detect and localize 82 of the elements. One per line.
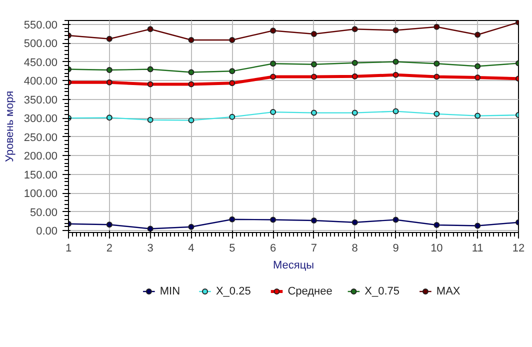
point [474,63,481,70]
point [188,69,194,76]
point [474,74,481,81]
y-tick-label: 50.00 [30,206,58,219]
point [310,74,317,80]
point [474,112,481,119]
point [270,109,276,116]
x-tick-label: 4 [188,242,194,254]
point [310,61,317,68]
legend-label: Среднее [288,286,332,298]
point [352,219,358,226]
point [392,108,399,114]
x-tick-label: 7 [310,242,318,254]
legend-label: MAX [436,286,461,298]
y-tick-label: 350.00 [24,94,58,106]
point [188,37,194,44]
point [352,110,358,116]
point [270,28,276,34]
point [270,74,276,80]
y-axis-title: Уровень моря [4,90,16,162]
point [434,60,440,67]
x-tick-label: 6 [270,242,276,254]
y-tick-label: 550.00 [24,19,58,32]
point [434,110,440,117]
x-tick-label: 12 [512,242,525,254]
point [310,218,317,224]
point [474,222,481,229]
point [106,79,112,86]
point [434,24,440,30]
x-tick-label: 10 [430,242,443,254]
x-tick-label: 2 [106,242,112,254]
y-tick-label: 150.00 [24,169,58,182]
legend-label: X_0.25 [216,286,251,298]
legend-label: X_0.75 [364,286,400,298]
point [188,81,194,88]
point [147,116,154,123]
legend-label: MIN [160,286,180,298]
point [106,36,112,42]
point [147,66,154,72]
y-tick-label: 300.00 [24,113,58,126]
point [229,37,236,44]
y-tick-label: 200.00 [24,150,58,163]
point [392,216,399,223]
y-tick-label: 250.00 [24,132,58,144]
point [392,27,399,34]
point [229,114,236,120]
point [229,216,236,222]
point [392,58,399,65]
point [352,73,358,80]
point [352,60,358,66]
y-tick-label: 100.00 [24,188,58,200]
point [270,216,276,223]
point [434,74,440,80]
point [147,226,154,232]
point [106,222,112,228]
point [270,60,276,67]
y-tick-label: 400.00 [24,76,58,88]
x-tick-label: 1 [65,242,72,254]
point [392,72,399,78]
y-tick-label: 500.00 [24,38,58,50]
point [106,114,112,121]
point [147,81,154,88]
x-tick-label: 5 [229,242,236,254]
point [229,68,236,74]
point [310,110,317,116]
x-tick-label: 3 [147,242,154,254]
point [188,117,194,124]
point [310,31,317,38]
line-series [68,72,518,88]
y-tick-label: 450.00 [24,56,58,69]
point [352,26,358,32]
point [229,80,236,86]
y-tick-label: 0.00 [36,226,58,238]
point [434,222,440,228]
x-tick-label: 9 [392,242,399,254]
x-tick-label: 11 [472,242,484,254]
x-axis-title: Месяцы [272,260,314,272]
point [474,32,481,38]
point [106,67,112,74]
point [147,26,154,32]
point [188,224,194,230]
x-tick-label: 8 [352,242,358,254]
